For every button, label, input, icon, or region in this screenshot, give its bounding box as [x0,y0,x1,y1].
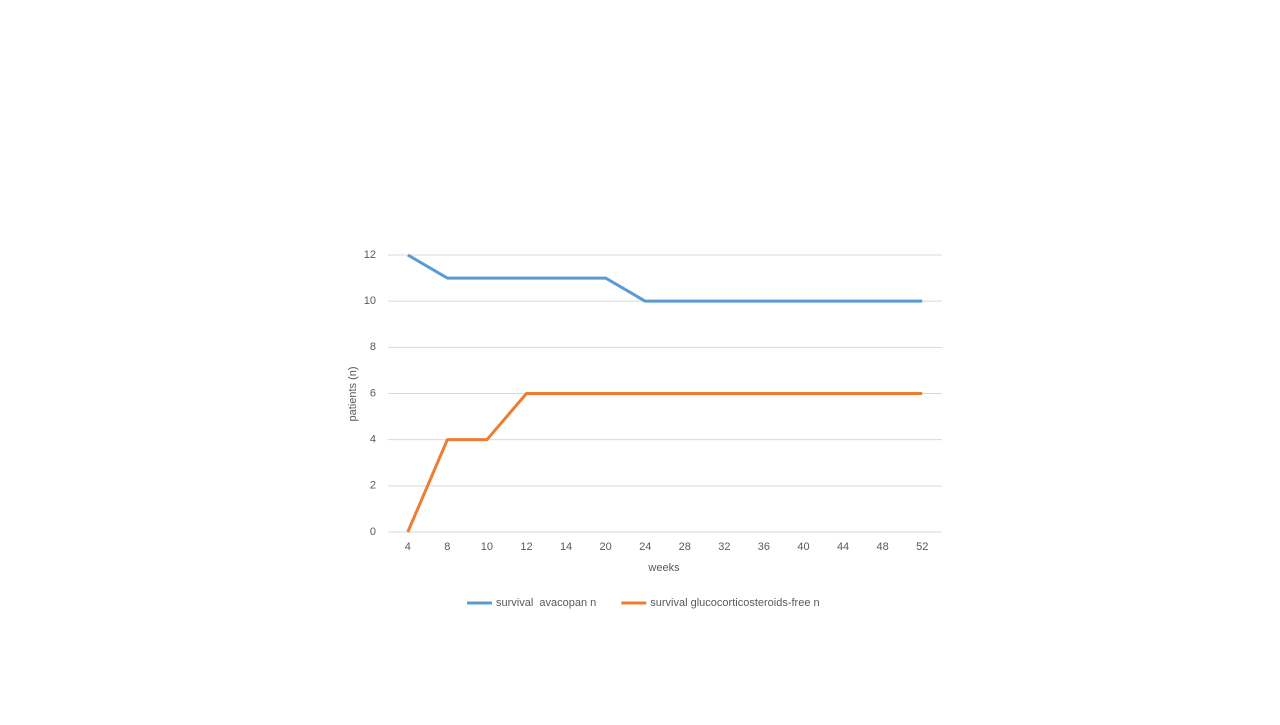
x-tick-label: 10 [481,541,493,553]
x-tick-label: 40 [797,541,809,553]
y-tick-label: 10 [364,295,376,307]
x-tick-label: 8 [444,541,450,553]
y-tick-label: 0 [370,526,376,538]
y-axis-label: patients (n) [347,366,359,421]
y-tick-label: 8 [370,341,376,353]
y-tick-label: 6 [370,387,376,399]
x-tick-label: 12 [520,541,532,553]
x-tick-label: 14 [560,541,572,553]
x-tick-label: 48 [877,541,889,553]
x-tick-label: 4 [405,541,411,553]
series-line [407,253,923,303]
x-tick-label: 36 [758,541,770,553]
y-tick-label: 12 [364,249,376,261]
x-tick-label: 44 [837,541,849,553]
series-line [406,392,923,533]
x-tick-label: 24 [639,541,651,553]
x-tick-label: 52 [916,541,928,553]
y-tick-label: 2 [370,480,376,492]
legend-label: survival glucocorticosteroids-free n [650,597,819,609]
x-tick-label: 20 [600,541,612,553]
y-tick-label: 4 [370,434,376,446]
x-tick-label: 28 [679,541,691,553]
legend-label: survival avacopan n [496,597,596,609]
x-axis-label: weeks [647,562,680,574]
x-tick-label: 32 [718,541,730,553]
